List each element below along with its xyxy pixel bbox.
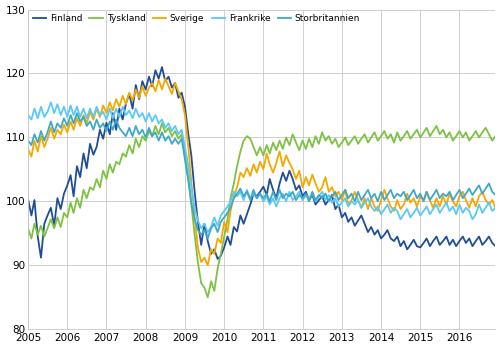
Line: Tyskland: Tyskland: [28, 124, 495, 297]
Line: Storbritannien: Storbritannien: [28, 113, 495, 238]
Line: Finland: Finland: [28, 67, 495, 259]
Line: Sverige: Sverige: [28, 79, 495, 265]
Line: Frankrike: Frankrike: [28, 102, 495, 232]
Legend: Finland, Tyskland, Sverige, Frankrike, Storbritannien: Finland, Tyskland, Sverige, Frankrike, S…: [33, 14, 360, 23]
